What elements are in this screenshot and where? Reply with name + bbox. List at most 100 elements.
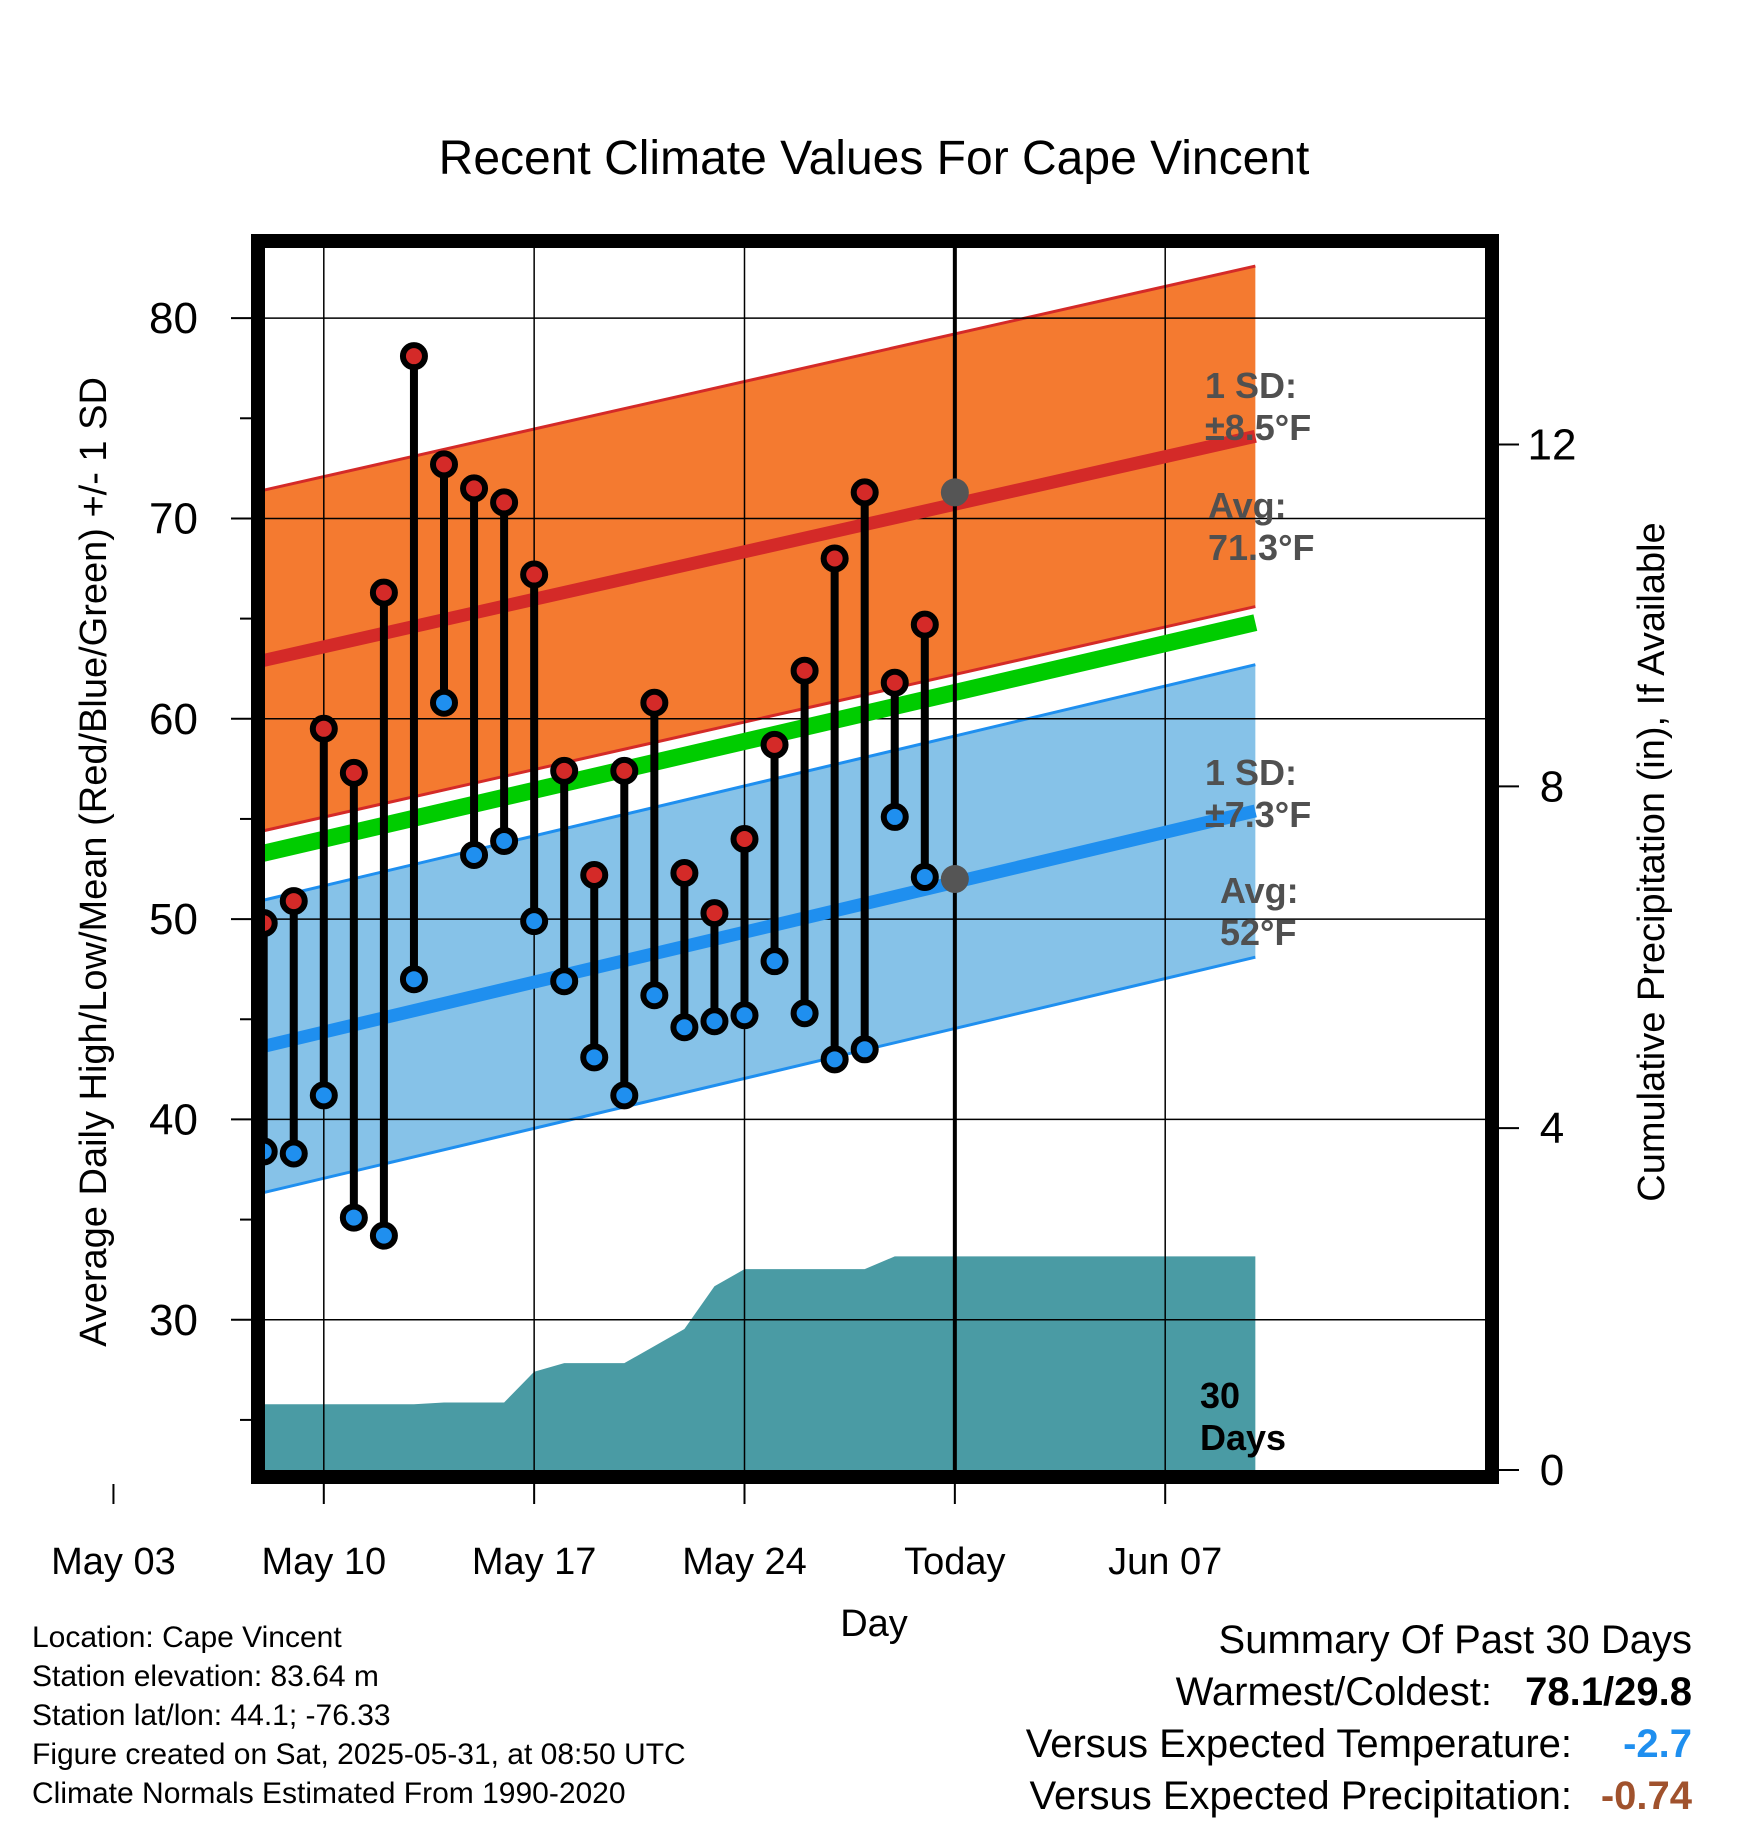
x-tick-label: Jun 07 <box>1108 1541 1222 1583</box>
summary-heading: Summary Of Past 30 Days <box>1218 1618 1692 1662</box>
daily-low-point <box>309 1081 338 1110</box>
high-sd-value: ±8.5°F <box>1205 407 1311 448</box>
daily-low-point <box>640 981 669 1010</box>
normal-low-line <box>265 804 1257 1053</box>
precip-departure-label: Versus Expected Precipitation: <box>1029 1774 1572 1818</box>
daily-high-point <box>910 610 939 639</box>
y2-tick-label: 12 <box>1528 421 1577 470</box>
low-avg-title: Avg: <box>1220 870 1299 911</box>
daily-high-point <box>730 824 759 853</box>
daily-high-point <box>339 758 368 787</box>
x-tick-label: May 10 <box>261 1541 386 1583</box>
daily-high-point <box>760 730 789 759</box>
daily-low-point <box>339 1203 368 1232</box>
daily-low-point <box>133 960 155 982</box>
today-avg-high-marker <box>940 478 969 507</box>
daily-low-point <box>163 872 185 894</box>
daily-low-point <box>910 863 939 892</box>
daily-low-point <box>490 826 519 855</box>
daily-high-point <box>42 596 64 618</box>
high-band-upper-edge <box>265 264 1256 492</box>
low-sd-value: ±7.3°F <box>1205 794 1311 835</box>
daily-low-point <box>820 1045 849 1074</box>
y-tick-label: 80 <box>149 294 198 343</box>
daily-high-point <box>309 714 338 743</box>
y2-axis-label: Cumulative Precipitation (in), If Availa… <box>1631 522 1673 1201</box>
daily-low-point <box>850 1035 879 1064</box>
daily-high-point <box>520 560 549 589</box>
daily-high-point <box>670 859 699 888</box>
climate-normals-note: Climate Normals Estimated From 1990-2020 <box>32 1777 626 1810</box>
high-avg-value: 71.3°F <box>1208 527 1314 568</box>
precip-departure-value: -0.74 <box>1600 1774 1692 1818</box>
temp-departure-label: Versus Expected Temperature: <box>1025 1722 1572 1766</box>
daily-low-point <box>580 1043 609 1072</box>
high-sd-title: 1 SD: <box>1205 365 1297 406</box>
summary-warmest-row: Warmest/Coldest: 78.1/29.8 <box>1026 1666 1692 1718</box>
daily-high-point <box>265 909 278 938</box>
y-tick-label: 30 <box>149 1296 198 1345</box>
temp-departure-value: -2.7 <box>1623 1722 1692 1766</box>
normal-mean-line <box>265 614 1258 862</box>
daily-low-point <box>880 802 909 831</box>
high-band-lower-edge <box>265 605 1256 832</box>
x-tick-label: Today <box>904 1541 1005 1583</box>
daily-high-point <box>223 768 245 790</box>
daily-low-point <box>369 1221 398 1250</box>
x-tick-label: May 17 <box>472 1541 597 1583</box>
y2-tick-label: 4 <box>1540 1104 1564 1153</box>
daily-high-point <box>880 668 909 697</box>
daily-low-point <box>790 999 819 1028</box>
summary-panel: Summary Of Past 30 Days Warmest/Coldest:… <box>1026 1614 1692 1822</box>
y-tick-label: 50 <box>149 895 198 944</box>
daily-high-point <box>850 478 879 507</box>
normal-high-line <box>265 429 1257 667</box>
days-word-label: Days <box>1200 1417 1286 1458</box>
daily-low-point <box>223 992 245 1014</box>
axes: 30 40 50 60 70 80 0 4 8 12 May 03 May 10 May 17 May 2… <box>51 234 1577 1583</box>
low-band-lower-edge <box>265 955 1256 1194</box>
daily-high-point <box>490 488 519 517</box>
daily-high-point <box>279 887 308 916</box>
y-tick-label: 40 <box>149 1095 198 1144</box>
x-axis-label: Day <box>840 1603 908 1645</box>
daily-high-point <box>369 578 398 607</box>
plot-frame <box>251 234 1499 1484</box>
daily-low-point <box>520 907 549 936</box>
daily-low-point <box>550 967 579 996</box>
low-band-upper-edge <box>265 663 1256 902</box>
daily-low-point <box>670 1013 699 1042</box>
low-sd-title: 1 SD: <box>1205 752 1297 793</box>
station-elevation: Station elevation: 83.64 m <box>32 1660 379 1693</box>
warmest-label: Warmest/Coldest: <box>1175 1670 1492 1714</box>
daily-high-point <box>430 450 458 479</box>
daily-high-point <box>640 688 669 717</box>
warmest-value: 78.1/29.8 <box>1525 1670 1692 1714</box>
daily-low-point <box>399 965 428 994</box>
x-tick-label: May 03 <box>51 1541 176 1583</box>
daily-low-point <box>279 1139 308 1168</box>
daily-low-point <box>265 1137 278 1166</box>
y2-tick-label: 0 <box>1540 1446 1564 1495</box>
daily-high-point <box>580 861 609 890</box>
summary-temp-row: Versus Expected Temperature: -2.7 <box>1026 1718 1692 1770</box>
y-tick-label: 60 <box>149 695 198 744</box>
station-info: Location: Cape Vincent Station elevation… <box>32 1618 686 1813</box>
today-avg-low-marker <box>940 865 969 894</box>
station-latlon: Station lat/lon: 44.1; -76.33 <box>32 1699 391 1732</box>
daily-low-point <box>700 1007 729 1036</box>
high-avg-title: Avg: <box>1208 485 1287 526</box>
daily-low-point <box>760 947 789 976</box>
low-avg-value: 52°F <box>1220 912 1296 953</box>
chart-title: Recent Climate Values For Cape Vincent <box>439 132 1310 185</box>
daily-high-point <box>700 899 729 928</box>
summary-precip-row: Versus Expected Precipitation: -0.74 <box>1026 1770 1692 1822</box>
y2-tick-label: 8 <box>1540 762 1564 811</box>
daily-high-point <box>460 474 489 503</box>
days-count-label: 30 <box>1200 1375 1240 1416</box>
daily-high-point <box>610 756 639 785</box>
x-tick-label: May 24 <box>682 1541 807 1583</box>
figure-created: Figure created on Sat, 2025-05-31, at 08… <box>32 1738 686 1771</box>
